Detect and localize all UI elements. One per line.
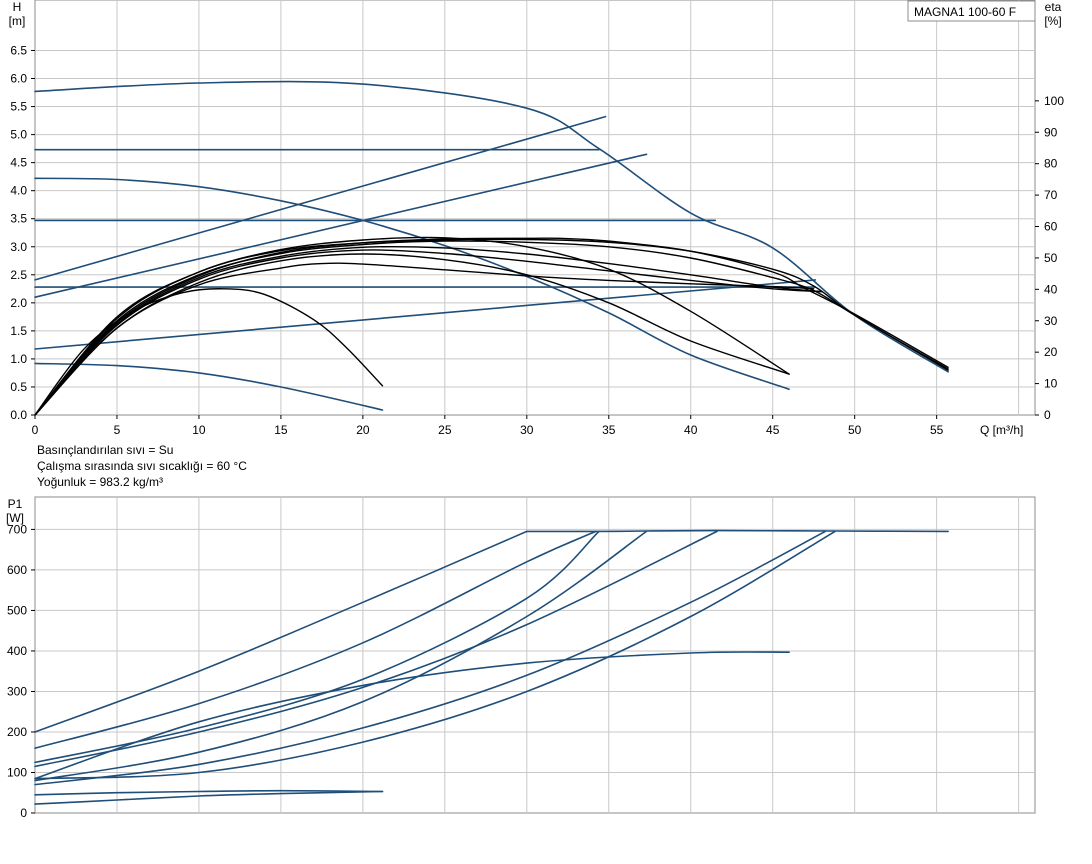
- y-tick-label: 5.0: [10, 128, 27, 142]
- fluid-info: Basınçlandırılan sıvı = Su Çalışma sıras…: [37, 443, 247, 489]
- x-tick-label: 5: [114, 423, 121, 437]
- y2-tick-label: 60: [1044, 220, 1058, 234]
- y2-tick-label: 50: [1044, 251, 1058, 265]
- y2-tick-label: 90: [1044, 125, 1058, 139]
- x-tick-label: 40: [684, 423, 698, 437]
- x-tick-label: 25: [438, 423, 452, 437]
- x-tick-label: 30: [520, 423, 534, 437]
- head-curve-1: [34, 80, 949, 373]
- y2-tick-label: 40: [1044, 282, 1058, 296]
- power-curve-7: [34, 530, 836, 780]
- x-tick-label: 0: [32, 423, 39, 437]
- y2-tick-label: 100: [1044, 94, 1064, 108]
- y-tick-label: 4.0: [10, 184, 27, 198]
- y-tick-label: 3.0: [10, 240, 27, 254]
- model-title: MAGNA1 100-60 F: [914, 5, 1016, 19]
- power-chart-series: [34, 529, 949, 805]
- y2-tick-label: 20: [1044, 345, 1058, 359]
- power-axis-label: P1: [8, 497, 23, 511]
- y2-tick-label: 10: [1044, 377, 1058, 391]
- power-chart-frame: [34, 496, 1036, 814]
- y-tick-label: 200: [7, 725, 27, 739]
- x-tick-label: 15: [274, 423, 288, 437]
- x-tick-label: 20: [356, 423, 370, 437]
- power-chart-tick-labels: 0 100 200 300 400 500 600 700: [7, 522, 35, 820]
- head-chart-frame: [34, 0, 1036, 416]
- info-line-fluid: Basınçlandırılan sıvı = Su: [37, 443, 173, 457]
- power-curve-2: [34, 530, 597, 749]
- head-curve-7: [34, 115, 607, 281]
- head-curve-6: [34, 362, 384, 411]
- y-tick-label: 6.0: [10, 72, 27, 86]
- y-tick-label: 1.5: [10, 324, 27, 338]
- power-curve-1: [34, 530, 528, 733]
- model-title-box: [907, 0, 1036, 22]
- y-tick-label: 100: [7, 765, 27, 779]
- x-tick-label: 45: [766, 423, 780, 437]
- power-curve-4: [34, 530, 648, 782]
- power-chart: 0 100 200 300 400 500 600 700 P1 [W]: [6, 496, 1036, 820]
- y-tick-label: 2.5: [10, 268, 27, 282]
- info-line-temperature: Çalışma sırasında sıvı sıcaklığı = 60 °C: [37, 459, 247, 473]
- y-tick-label: 600: [7, 563, 27, 577]
- y-tick-label: 0.5: [10, 380, 27, 394]
- head-axis-label: H: [13, 0, 22, 14]
- y-tick-label: 5.5: [10, 100, 27, 114]
- y2-tick-label: 0: [1044, 408, 1051, 422]
- y-tick-label: 1.0: [10, 352, 27, 366]
- head-curve-18: [34, 288, 384, 416]
- head-curve-8: [34, 153, 648, 298]
- power-curve-3: [34, 530, 600, 764]
- y-tick-label: 400: [7, 644, 27, 658]
- y-tick-label: 3.5: [10, 212, 27, 226]
- head-efficiency-chart: 0.0 0.5 1.0 1.5 2.0 2.5 3.0 3.5 4.0 4.5 5.0 5.5 6.0 6…: [9, 0, 1064, 437]
- x-tick-label: 35: [602, 423, 616, 437]
- y-tick-label: 0.0: [10, 408, 27, 422]
- efficiency-axis-label: eta: [1045, 0, 1062, 14]
- y-tick-label: 700: [7, 522, 27, 536]
- y2-tick-label: 70: [1044, 188, 1058, 202]
- head-axis-unit: [m]: [9, 14, 26, 28]
- power-curve-9: [34, 789, 384, 796]
- head-curve-15: [34, 236, 790, 416]
- y-tick-label: 2.0: [10, 296, 27, 310]
- head-chart-series: [34, 80, 949, 416]
- head-curve-14: [34, 249, 823, 416]
- power-axis-unit: [W]: [6, 511, 24, 525]
- y-tick-label: 300: [7, 684, 27, 698]
- y-tick-label: 6.5: [10, 43, 27, 57]
- x-tick-label: 10: [192, 423, 206, 437]
- head-chart-grid: [35, 0, 1035, 415]
- y-tick-label: 500: [7, 603, 27, 617]
- power-curve-5: [34, 530, 718, 768]
- power-curve-8: [34, 651, 790, 780]
- info-line-density: Yoğunluk = 983.2 kg/m³: [37, 475, 163, 489]
- efficiency-axis-unit: [%]: [1044, 14, 1061, 28]
- y2-tick-label: 80: [1044, 157, 1058, 171]
- x-tick-label: 55: [930, 423, 944, 437]
- power-curve-6: [34, 530, 826, 786]
- head-curve-9: [34, 279, 817, 350]
- power-curve-11: [526, 529, 949, 533]
- y-tick-label: 0: [20, 806, 27, 820]
- y-tick-label: 4.5: [10, 156, 27, 170]
- head-curve-13: [34, 245, 823, 416]
- head-chart-tick-labels: 0.0 0.5 1.0 1.5 2.0 2.5 3.0 3.5 4.0 4.5 5.0 5.5 6.0 6…: [10, 43, 1064, 437]
- power-curve-10: [34, 790, 384, 805]
- y2-tick-label: 30: [1044, 314, 1058, 328]
- head-curve-5: [34, 177, 790, 390]
- flow-axis-label: Q [m³/h]: [980, 423, 1023, 437]
- x-tick-label: 50: [848, 423, 862, 437]
